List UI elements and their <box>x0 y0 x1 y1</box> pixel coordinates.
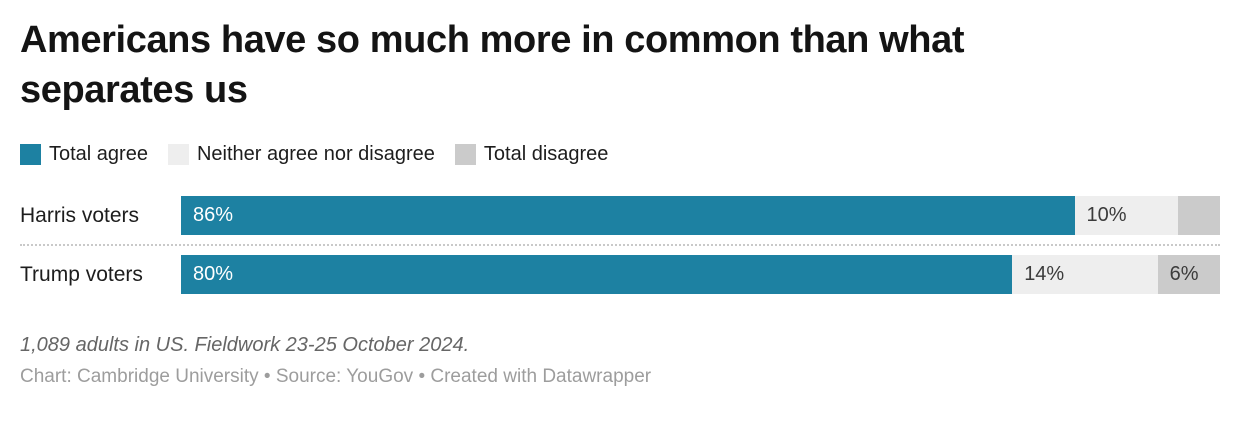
bar-segment: 86% <box>181 196 1075 235</box>
row-separator <box>20 244 1220 246</box>
legend-label: Neither agree nor disagree <box>196 143 435 165</box>
bar-segment <box>1178 196 1220 235</box>
bar-segment: 14% <box>1012 255 1158 294</box>
legend-label: Total agree <box>49 143 148 165</box>
bar-segment: 6% <box>1157 255 1220 294</box>
footnote: 1,089 adults in US. Fieldwork 23-25 Octo… <box>20 334 470 356</box>
legend-item: Total disagree <box>454 143 609 166</box>
row-label: Trump voters <box>20 262 143 286</box>
byline: Chart: Cambridge University • Source: Yo… <box>20 366 652 387</box>
title-line-1: Americans have so much more in common th… <box>20 19 965 61</box>
bar-segment: 80% <box>181 255 1013 294</box>
title-line-2: separates us <box>20 69 248 111</box>
chart-container: Americans have so much more in common th… <box>0 15 1240 388</box>
legend-label: Total disagree <box>483 143 609 165</box>
bar-value-label: 6% <box>1169 263 1199 285</box>
bar-value-label: 80% <box>193 263 234 285</box>
row-label: Harris voters <box>20 203 140 227</box>
bar-value-label: 86% <box>193 204 234 226</box>
legend-item: Total agree <box>20 143 148 166</box>
legend-swatch <box>454 144 476 165</box>
bar-value-label: 10% <box>1086 204 1127 226</box>
bar-row: Harris voters 86% 10% <box>20 196 1220 235</box>
bar-segment: 10% <box>1074 196 1179 235</box>
legend-swatch <box>167 144 189 165</box>
bar-row: Trump voters 80% 14% 6% <box>20 255 1220 294</box>
bar-track: 80% 14% 6% <box>181 255 1220 294</box>
legend: Total agree Neither agree nor disagree Tot… <box>20 143 1220 166</box>
legend-swatch <box>20 144 41 165</box>
chart-title: Americans have so much more in common th… <box>20 15 1220 115</box>
bar-chart: Harris voters 86% 10% Trump voters 80% 14% 6% <box>20 196 1220 294</box>
bar-value-label: 14% <box>1024 263 1065 285</box>
bar-track: 86% 10% <box>181 196 1220 235</box>
legend-item: Neither agree nor disagree <box>167 143 435 166</box>
